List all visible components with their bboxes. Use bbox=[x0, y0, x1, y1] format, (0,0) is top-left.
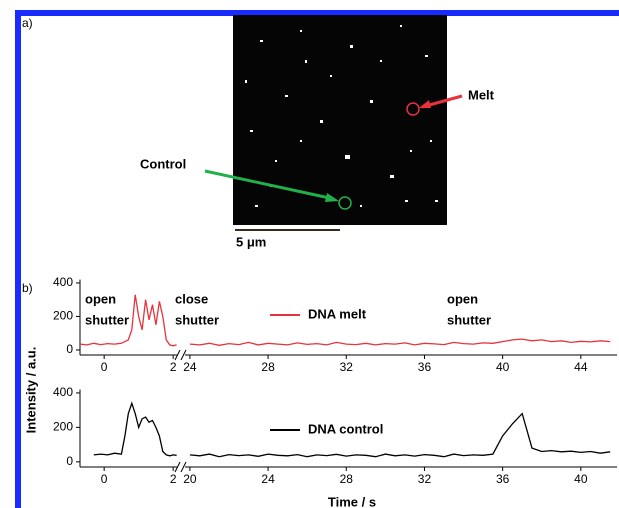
annotation: open bbox=[85, 291, 116, 306]
x-tick-label: 2 bbox=[170, 360, 177, 374]
x-tick-label: 20 bbox=[183, 472, 197, 486]
micrograph bbox=[233, 15, 447, 225]
x-tick-label: 28 bbox=[261, 360, 275, 374]
x-tick-label: 40 bbox=[496, 360, 510, 374]
x-tick-label: 32 bbox=[340, 360, 354, 374]
panel-label: b) bbox=[22, 281, 33, 295]
x-tick-label: 0 bbox=[101, 472, 108, 486]
annotation: shutter bbox=[85, 312, 129, 327]
y-tick-label: 200 bbox=[53, 309, 73, 323]
legend-label: DNA melt bbox=[308, 306, 367, 321]
annotation: shutter bbox=[175, 312, 219, 327]
x-tick-label: 24 bbox=[183, 360, 197, 374]
y-tick-label: 400 bbox=[53, 275, 73, 289]
legend-label: DNA control bbox=[308, 421, 383, 436]
panel-label: a) bbox=[22, 16, 33, 30]
x-tick-label: 28 bbox=[340, 472, 354, 486]
y-tick-label: 200 bbox=[53, 420, 73, 434]
control-label: Control bbox=[140, 156, 186, 171]
x-tick-label: 32 bbox=[418, 472, 432, 486]
y-axis-label: Intensity / a.u. bbox=[23, 347, 38, 434]
annotation: shutter bbox=[447, 312, 491, 327]
x-tick-label: 40 bbox=[574, 472, 588, 486]
y-tick-label: 0 bbox=[66, 454, 73, 468]
page: a) Melt Control 5 μm b) Intensity / a.u.… bbox=[0, 0, 619, 508]
x-tick-label: 24 bbox=[261, 472, 275, 486]
x-tick-label: 2 bbox=[170, 472, 177, 486]
y-tick-label: 400 bbox=[53, 385, 73, 399]
x-tick-label: 44 bbox=[574, 360, 588, 374]
x-axis-label: Time / s bbox=[328, 494, 376, 508]
scale-bar-label: 5 μm bbox=[236, 234, 266, 249]
x-tick-label: 0 bbox=[101, 360, 108, 374]
figure: a) Melt Control 5 μm b) Intensity / a.u.… bbox=[0, 0, 619, 508]
annotation: open bbox=[447, 291, 478, 306]
melt-label: Melt bbox=[468, 87, 495, 102]
x-tick-label: 36 bbox=[496, 472, 510, 486]
annotation: close bbox=[175, 291, 208, 306]
x-tick-label: 36 bbox=[418, 360, 432, 374]
y-tick-label: 0 bbox=[66, 342, 73, 356]
